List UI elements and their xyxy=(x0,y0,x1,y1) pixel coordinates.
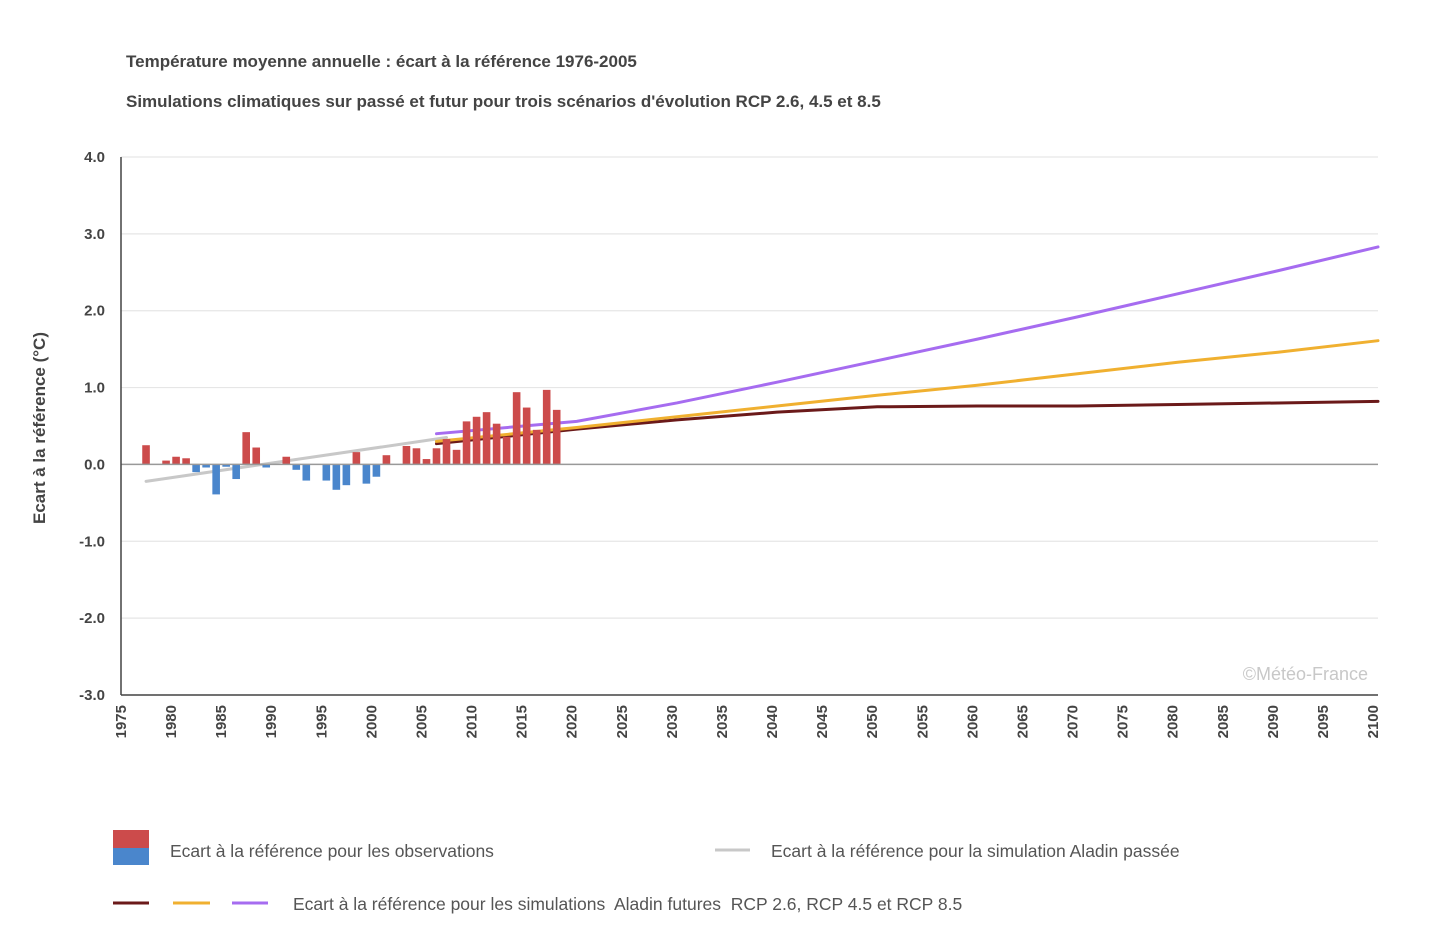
observation-bar-1985 xyxy=(222,464,230,467)
y-tick-label: 2.0 xyxy=(84,303,105,320)
chart-title: Température moyenne annuelle : écart à l… xyxy=(126,52,637,71)
chart-subtitle: Simulations climatiques sur passé et fut… xyxy=(126,92,881,111)
observation-bar-2010 xyxy=(472,416,481,465)
x-tick-label: 2090 xyxy=(1265,705,1282,738)
x-tick-label: 2070 xyxy=(1065,705,1082,738)
observation-bar-1986 xyxy=(232,464,240,480)
observation-bar-1981 xyxy=(182,458,190,465)
observation-bar-2000 xyxy=(372,464,381,477)
x-tick-label: 2010 xyxy=(464,705,481,738)
x-tick-label: 2050 xyxy=(864,705,881,738)
observation-bar-1983 xyxy=(202,464,210,468)
observation-bar-2017 xyxy=(542,389,551,465)
gridlines xyxy=(121,156,1378,696)
observation-bar-2012 xyxy=(492,423,501,465)
observation-bar-1982 xyxy=(192,464,200,473)
x-tick-label: 2045 xyxy=(814,705,831,738)
observation-bar-1991 xyxy=(282,456,291,465)
x-tick-label: 2040 xyxy=(764,705,781,738)
x-tick-label: 2005 xyxy=(413,705,430,738)
observation-bar-2003 xyxy=(402,445,411,465)
x-tick-label: 2100 xyxy=(1365,705,1382,738)
observation-bar-2013 xyxy=(502,436,511,465)
legend-observations: Ecart à la référence pour les observatio… xyxy=(170,841,494,861)
x-tick-label: 2055 xyxy=(914,705,931,738)
observation-bar-2015 xyxy=(522,407,531,465)
x-tick-label: 2025 xyxy=(614,705,631,738)
y-tick-label: 1.0 xyxy=(84,380,105,397)
legend-swatch-positive xyxy=(113,830,149,848)
observation-bar-2001 xyxy=(382,455,391,465)
series-line-rcp85 xyxy=(435,245,1380,436)
observation-bar-1987 xyxy=(242,432,250,465)
y-tick-label: -1.0 xyxy=(79,533,105,550)
observation-bar-2009 xyxy=(462,421,471,465)
observation-bar-1996 xyxy=(332,464,341,490)
observation-bar-2014 xyxy=(512,392,521,465)
x-tick-label: 2075 xyxy=(1115,705,1132,738)
legend-swatch-negative xyxy=(113,848,149,865)
observation-bars xyxy=(142,389,561,495)
x-tick-label: 1995 xyxy=(313,705,330,738)
series-line-past_sim xyxy=(144,436,449,483)
x-tick-label: 2095 xyxy=(1315,705,1332,738)
observation-bar-2005 xyxy=(422,459,431,465)
x-tick-label: 2080 xyxy=(1165,705,1182,738)
observation-bar-1984 xyxy=(212,464,220,495)
observation-bar-1995 xyxy=(322,464,331,481)
observation-bar-1997 xyxy=(342,464,351,486)
y-tick-label: 3.0 xyxy=(84,226,105,243)
y-tick-label: 0.0 xyxy=(84,456,105,473)
observation-bar-1992 xyxy=(292,464,301,470)
x-tick-label: 2060 xyxy=(964,705,981,738)
y-tick-label: 4.0 xyxy=(84,149,105,166)
y-axis-label: Ecart à la référence (°C) xyxy=(30,332,49,524)
observation-bar-2007 xyxy=(442,439,451,465)
legend-future-sim: Ecart à la référence pour les simulation… xyxy=(293,894,962,914)
legend-past-sim: Ecart à la référence pour la simulation … xyxy=(771,841,1180,861)
observation-bar-1989 xyxy=(262,464,271,468)
y-tick-label: -3.0 xyxy=(79,687,105,704)
legend: Ecart à la référence pour les observatio… xyxy=(113,830,1180,914)
x-tick-label: 1985 xyxy=(213,705,230,738)
x-tick-label: 2085 xyxy=(1215,705,1232,738)
x-tick-label: 2035 xyxy=(714,705,731,738)
observation-bar-2011 xyxy=(482,412,491,465)
observation-bar-1980 xyxy=(172,456,180,465)
x-tick-label: 2000 xyxy=(363,705,380,738)
observation-bar-1979 xyxy=(162,460,170,465)
x-tick-label: 1980 xyxy=(163,705,180,738)
observation-bar-1977 xyxy=(142,445,150,465)
x-tick-label: 2030 xyxy=(664,705,681,738)
x-tick-label: 1975 xyxy=(113,705,130,738)
x-tick-label: 2015 xyxy=(514,705,531,738)
observation-bar-1999 xyxy=(362,464,371,484)
observation-bar-1998 xyxy=(352,452,361,465)
series-line-rcp45 xyxy=(435,339,1380,443)
x-axis-ticks: 1975 1980 1985 1990 1995 2000 2005 2010 2015 2020… xyxy=(113,705,1382,738)
x-tick-label: 2065 xyxy=(1014,705,1031,738)
observation-bar-2018 xyxy=(552,409,561,465)
y-axis-ticks: 4.0 3.0 2.0 1.0 0.0 -1.0 -2.0 -3.0 xyxy=(79,149,105,704)
x-tick-label: 2020 xyxy=(564,705,581,738)
y-tick-label: -2.0 xyxy=(79,610,105,627)
observation-bar-2006 xyxy=(432,448,441,465)
x-tick-label: 1990 xyxy=(263,705,280,738)
observation-bar-1988 xyxy=(252,447,261,465)
series-line-rcp26 xyxy=(435,399,1380,446)
observation-bar-2008 xyxy=(452,449,461,465)
observation-bar-2004 xyxy=(412,448,421,465)
observation-bar-1993 xyxy=(302,464,311,481)
observation-bar-2016 xyxy=(532,429,541,465)
watermark: ©Météo-France xyxy=(1243,664,1368,684)
series-lines xyxy=(144,245,1380,483)
